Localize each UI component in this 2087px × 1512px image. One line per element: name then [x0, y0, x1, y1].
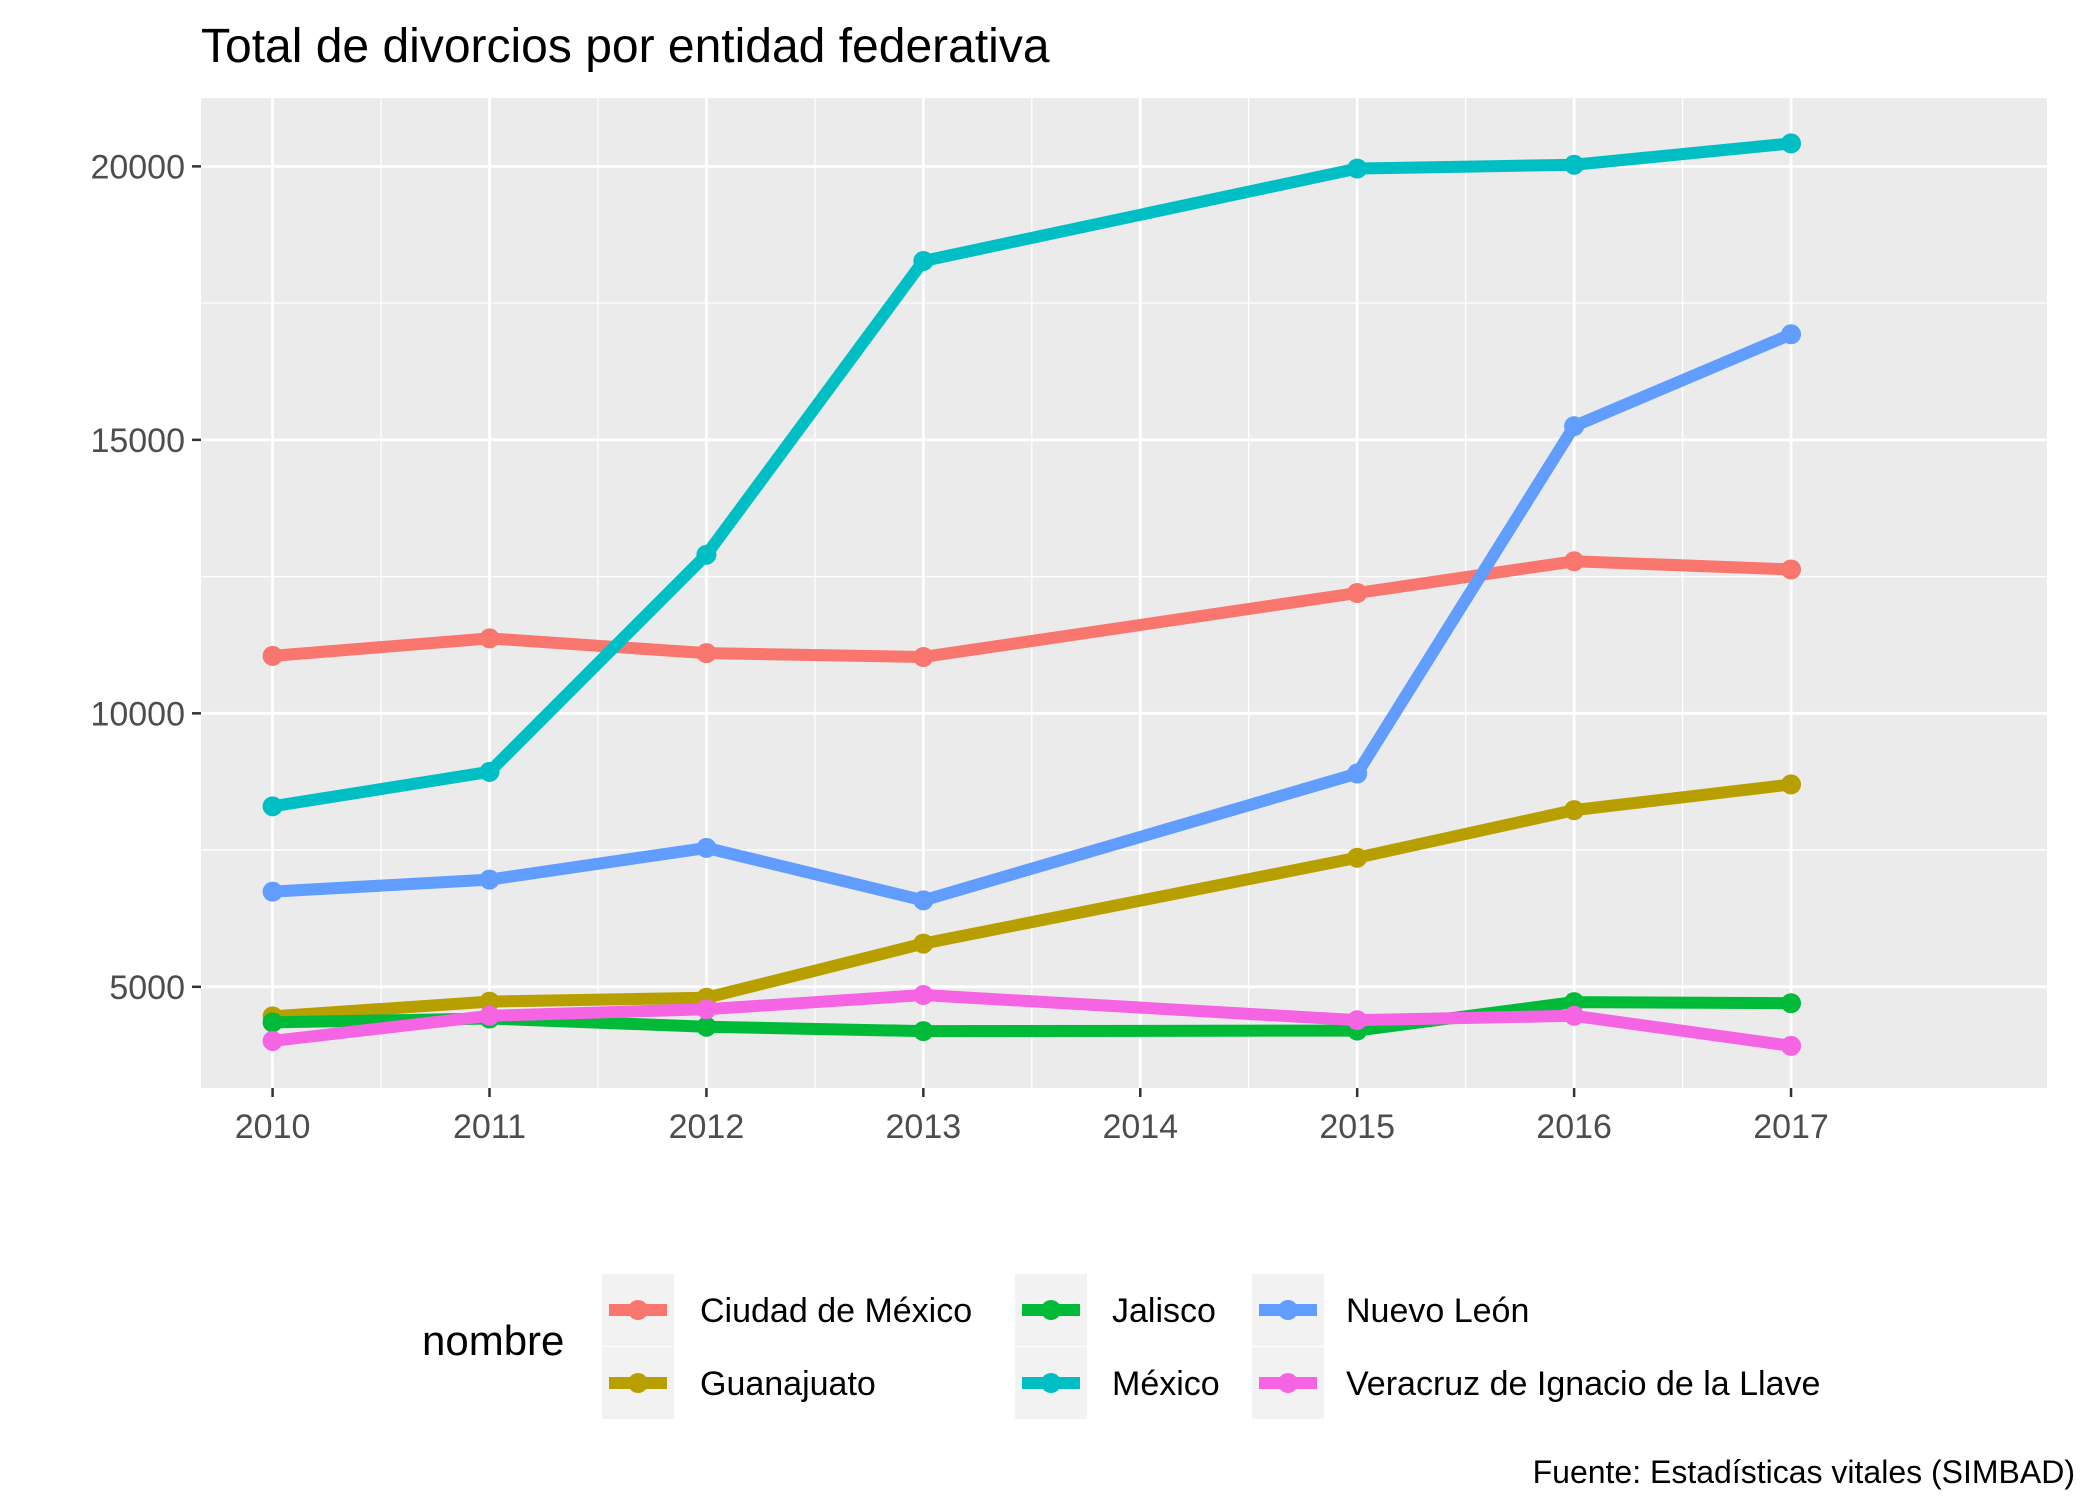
legend-item: México — [1015, 1347, 1220, 1419]
data-point — [913, 933, 934, 954]
data-point — [696, 999, 717, 1020]
data-point — [262, 645, 283, 666]
legend-item: Nuevo León — [1252, 1274, 1529, 1346]
major-gridlines — [201, 98, 2047, 1088]
x-tick-label: 2017 — [1753, 1108, 1829, 1146]
legend-key-point — [1041, 1300, 1061, 1320]
data-point — [262, 1012, 283, 1033]
data-point — [479, 761, 500, 782]
x-tick-label: 2015 — [1319, 1108, 1395, 1146]
legend-label: Guanajuato — [700, 1365, 876, 1403]
legend-key-point — [1278, 1300, 1298, 1320]
series-layer — [262, 133, 1802, 1056]
data-point — [1781, 133, 1802, 154]
chart-caption: Fuente: Estadísticas vitales (SIMBAD) — [1533, 1454, 2075, 1490]
legend-label: Nuevo León — [1346, 1292, 1529, 1330]
x-tick-label: 2010 — [235, 1108, 311, 1146]
legend-label: Ciudad de México — [700, 1292, 972, 1330]
x-tick-label: 2014 — [1102, 1108, 1178, 1146]
data-point — [262, 796, 283, 817]
data-point — [1347, 847, 1368, 868]
data-point — [696, 837, 717, 858]
x-tick-label: 2016 — [1536, 1108, 1612, 1146]
data-point — [1347, 763, 1368, 784]
data-point — [913, 250, 934, 271]
data-point — [1781, 993, 1802, 1014]
data-point — [1564, 551, 1585, 572]
legend-item: Veracruz de Ignacio de la Llave — [1252, 1347, 1820, 1419]
data-point — [696, 643, 717, 664]
data-point — [696, 1016, 717, 1037]
x-tick-label: 2012 — [669, 1108, 745, 1146]
data-point — [262, 881, 283, 902]
data-point — [479, 991, 500, 1012]
data-point — [696, 544, 717, 565]
legend-item: Jalisco — [1015, 1274, 1216, 1346]
x-tick-label: 2013 — [886, 1108, 962, 1146]
y-tick-label: 20000 — [90, 148, 185, 186]
legend-label: Jalisco — [1112, 1292, 1216, 1330]
data-point — [913, 646, 934, 667]
y-tick-label: 5000 — [109, 969, 185, 1007]
data-point — [1347, 1010, 1368, 1031]
legend: nombre Ciudad de México Guanajuato Jalisco… — [422, 1274, 1820, 1419]
x-tick-label: 2011 — [453, 1108, 526, 1146]
y-tick-label: 10000 — [90, 695, 185, 733]
data-point — [1781, 774, 1802, 795]
legend-item: Guanajuato — [602, 1347, 876, 1419]
data-point — [913, 985, 934, 1006]
data-point — [913, 890, 934, 911]
series-m-xico — [262, 133, 1802, 817]
data-point — [1564, 154, 1585, 175]
series-veracruz-de-ignacio-de-la-llave — [262, 985, 1802, 1056]
data-point — [479, 1005, 500, 1026]
plot-panel — [201, 98, 2047, 1088]
legend-label: México — [1112, 1365, 1220, 1403]
legend-key-point — [1041, 1373, 1061, 1393]
data-point — [1781, 1035, 1802, 1056]
data-point — [479, 628, 500, 649]
series-nuevo-le-n — [262, 324, 1802, 911]
data-point — [913, 1021, 934, 1042]
x-axis: 2010 2011 2012 2013 2014 2015 2016 2017 — [235, 1088, 1829, 1146]
data-point — [1781, 324, 1802, 345]
legend-key-point — [628, 1373, 648, 1393]
data-point — [262, 1030, 283, 1051]
data-point — [1347, 583, 1368, 603]
data-point — [1347, 158, 1368, 179]
legend-title: nombre — [422, 1317, 564, 1364]
legend-key-point — [628, 1300, 648, 1320]
legend-item: Ciudad de México — [602, 1274, 972, 1346]
data-point — [1564, 1005, 1585, 1026]
y-tick-label: 15000 — [90, 422, 185, 460]
data-point — [1781, 559, 1802, 580]
chart-title: Total de divorcios por entidad federativ… — [201, 20, 1050, 73]
data-point — [1564, 416, 1585, 437]
data-point — [479, 869, 500, 890]
data-point — [1564, 992, 1585, 1013]
y-axis: 5000 10000 15000 20000 — [90, 148, 201, 1007]
legend-label: Veracruz de Ignacio de la Llave — [1346, 1365, 1820, 1403]
data-point — [1564, 800, 1585, 821]
series-ciudad-de-m-xico — [262, 551, 1802, 667]
legend-key-point — [1278, 1373, 1298, 1393]
